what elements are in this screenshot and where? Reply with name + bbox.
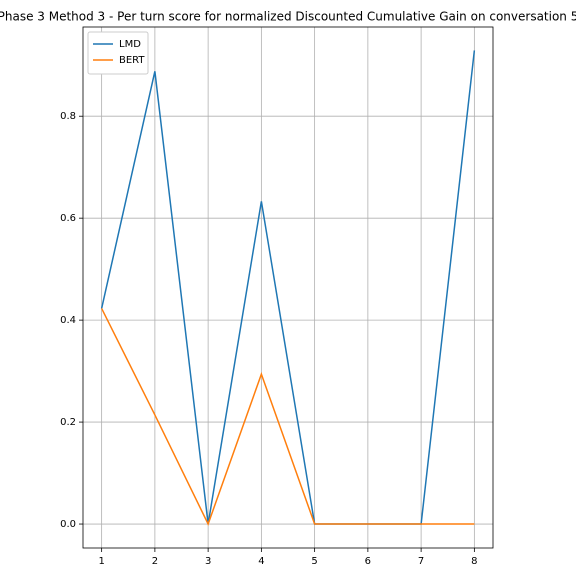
x-tick-label: 3 [205,556,211,567]
y-tick-label: 0.0 [60,519,76,530]
x-tick-label: 2 [152,556,158,567]
x-tick-label: 6 [365,556,371,567]
legend-box [87,31,149,75]
x-tick-label: 1 [98,556,104,567]
x-tick-label: 5 [311,556,317,567]
line-series [100,308,475,526]
chart-title: Phase 3 Method 3 - Per turn score for no… [0,10,576,24]
line-series [100,50,476,525]
y-tick-label: 0.4 [60,315,76,326]
y-tick-label: 0.8 [60,111,76,122]
plot-frame [82,26,494,549]
y-tick-label: 0.6 [60,213,76,224]
x-tick-label: 8 [471,556,477,567]
x-tick-label: 7 [418,556,424,567]
legend-label: BERT [119,55,145,66]
y-tick-label: 0.2 [60,417,76,428]
legend-label: LMD [119,39,141,50]
x-tick-label: 4 [258,556,264,567]
